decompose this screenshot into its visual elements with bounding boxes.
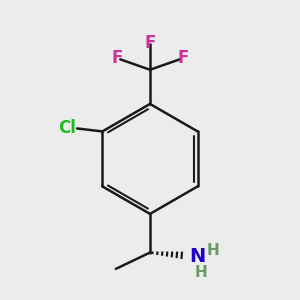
Text: N: N bbox=[189, 248, 206, 266]
Text: Cl: Cl bbox=[58, 118, 76, 136]
Text: H: H bbox=[207, 243, 219, 258]
Text: F: F bbox=[112, 49, 123, 67]
Text: F: F bbox=[144, 34, 156, 52]
Text: F: F bbox=[177, 49, 188, 67]
Text: H: H bbox=[195, 265, 208, 280]
